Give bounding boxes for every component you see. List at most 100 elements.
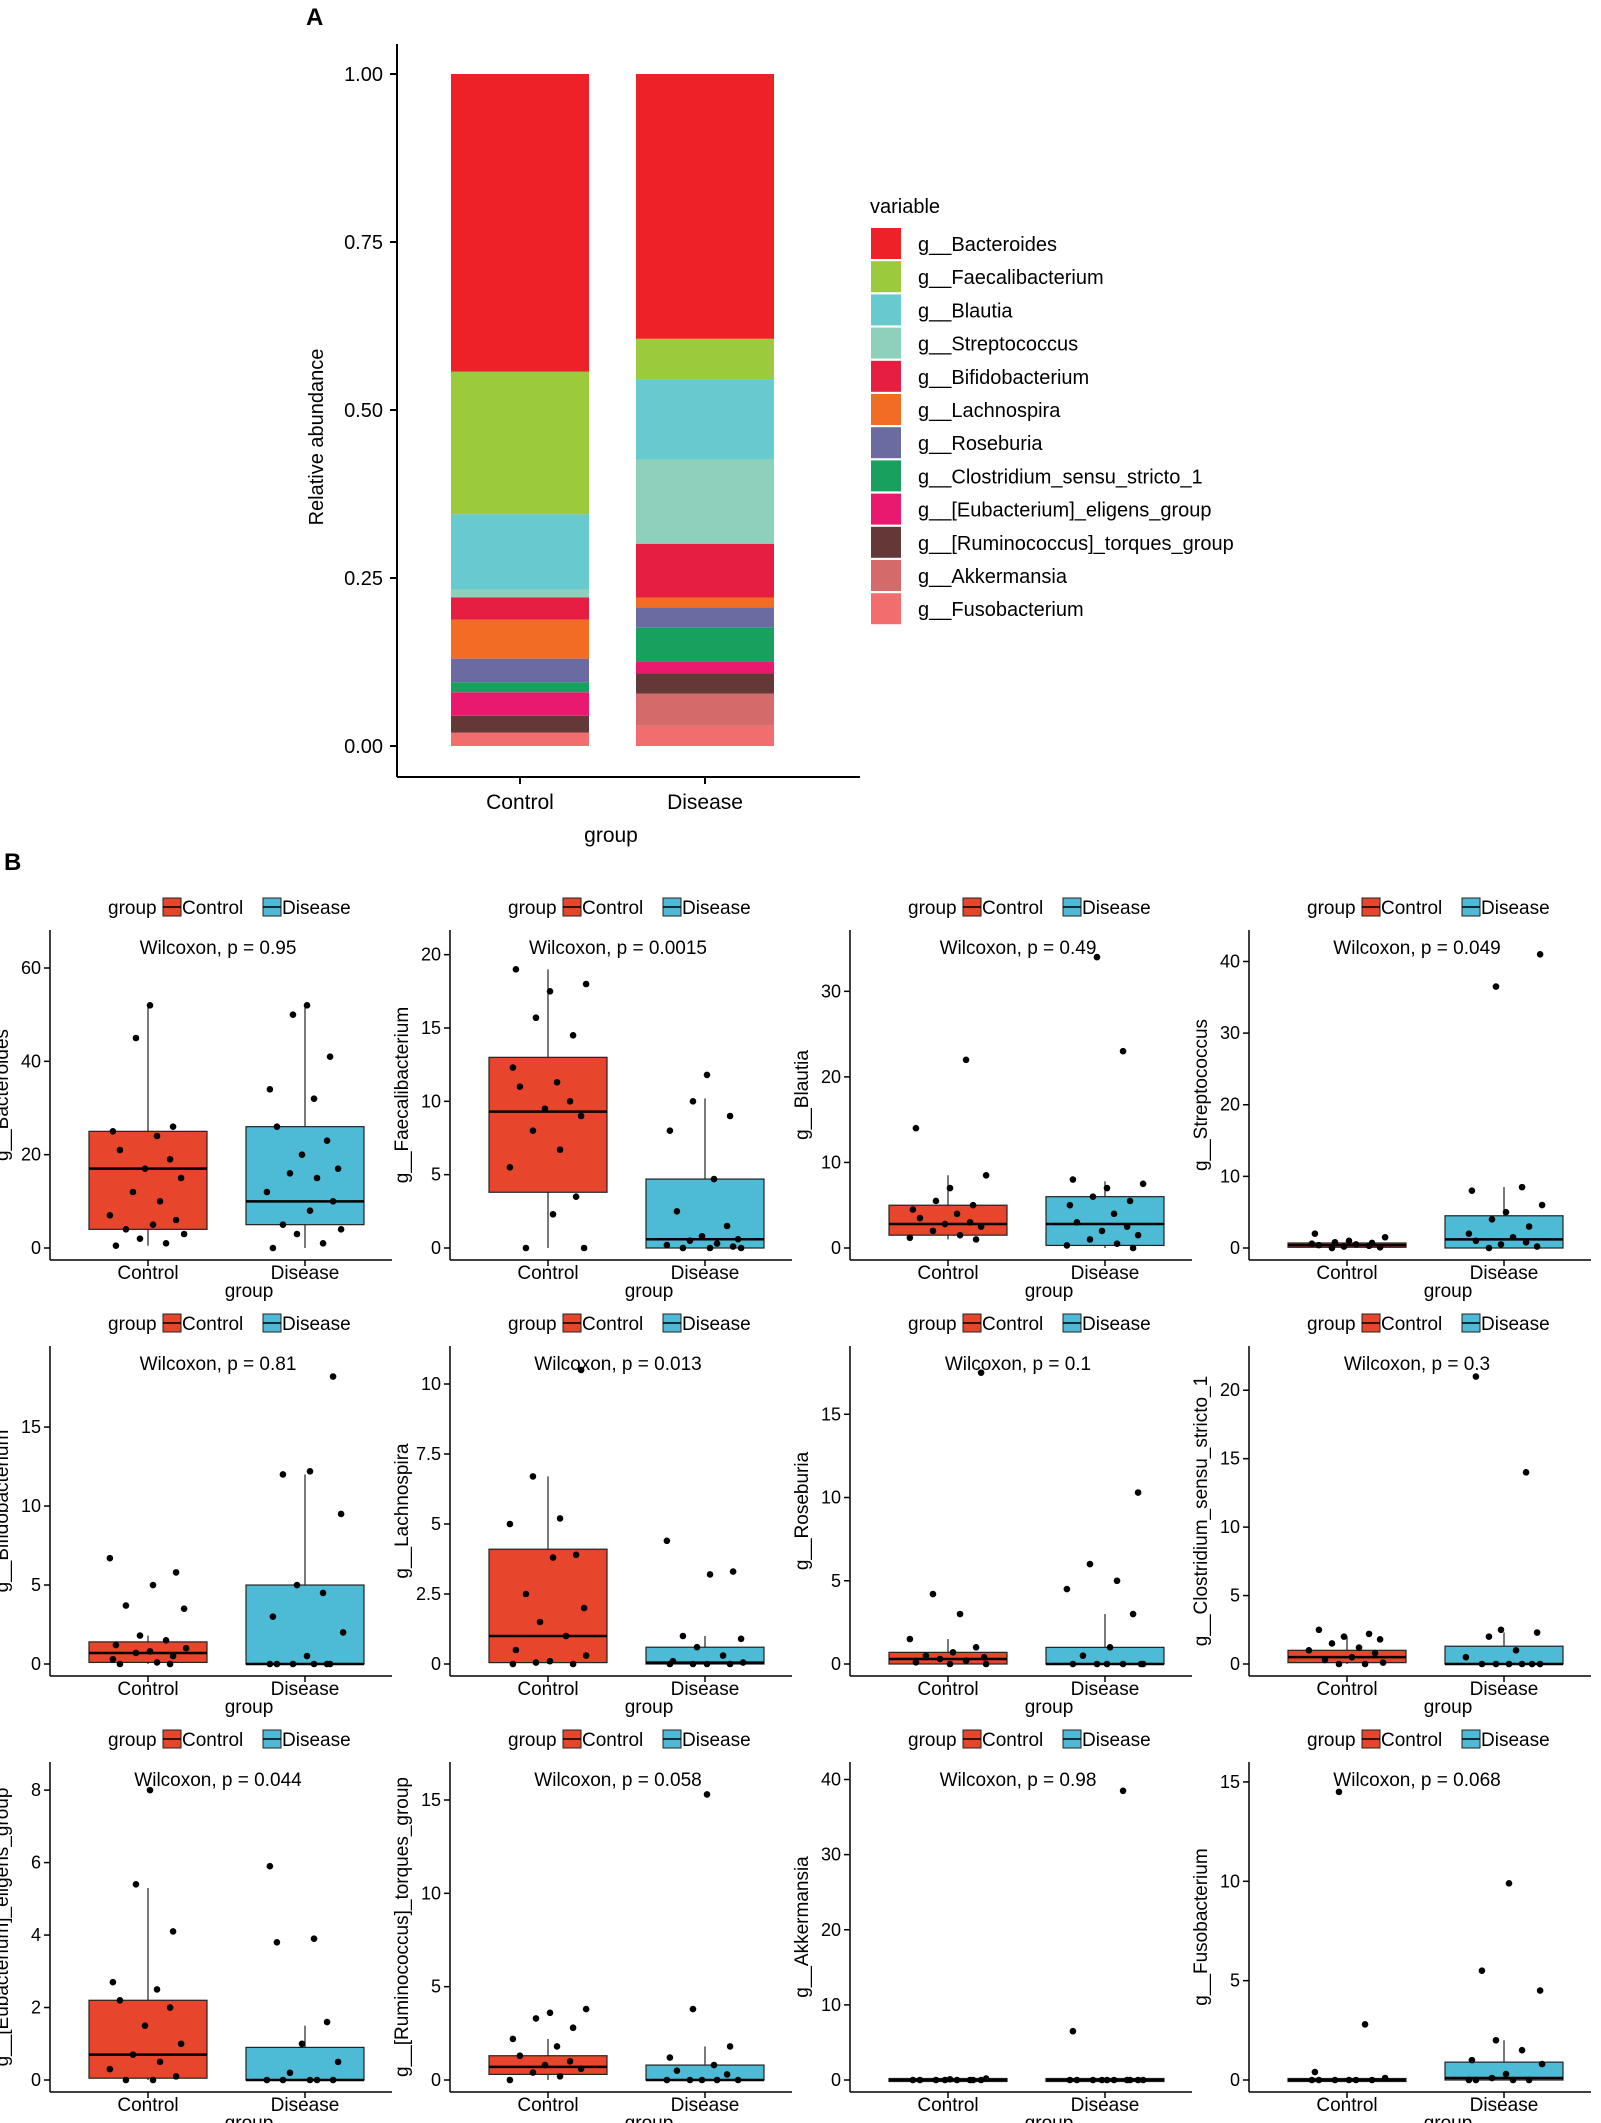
x-tick-label: Control: [517, 1263, 578, 1284]
y-tick-label: 2.5: [416, 1584, 441, 1604]
data-point: [1497, 1241, 1505, 1248]
y-axis-title: g__Fusobacterium: [1191, 1848, 1212, 2005]
x-axis-title: group: [625, 1281, 674, 1302]
data-point: [949, 1649, 957, 1656]
data-point: [706, 1571, 714, 1578]
data-point: [516, 2052, 524, 2060]
data-point: [729, 1568, 737, 1575]
y-tick-label: 15: [21, 1417, 41, 1437]
data-point: [1328, 1640, 1336, 1647]
data-point: [549, 1210, 557, 1218]
data-point: [1518, 1660, 1526, 1668]
y-tick-label: 10: [421, 1374, 441, 1394]
data-point: [734, 1235, 742, 1243]
data-point: [679, 1244, 687, 1252]
x-axis-title: group: [1025, 2113, 1074, 2123]
data-point: [146, 1002, 154, 1009]
legend-swatch: [871, 560, 901, 591]
data-point: [1492, 1660, 1500, 1668]
data-point: [577, 1366, 585, 1374]
stacked-bar-chart: 0.00 0.25 0.50 0.75 1.00 Control Disease group R…: [306, 44, 1234, 847]
data-point: [580, 1604, 588, 1612]
legend-title: group: [508, 1730, 557, 1751]
x-tick-label: Disease: [667, 791, 743, 814]
data-point: [686, 1237, 694, 1244]
y-tick-label: 10: [421, 1883, 441, 1903]
y-tick-label: 10: [421, 1091, 441, 1111]
data-point: [946, 2075, 954, 2083]
data-point: [1331, 2076, 1339, 2084]
stat-test-label: Wilcoxon, p = 0.049: [1333, 938, 1500, 959]
boxplot-grid: group Control Disease0204060g__Bacteroides…: [0, 897, 1591, 2123]
x-axis-title: group: [1424, 1697, 1473, 1718]
data-point: [263, 1188, 271, 1196]
data-point: [577, 2065, 585, 2073]
data-point: [916, 2076, 924, 2084]
legend-label-control: Control: [982, 1314, 1043, 1335]
data-point: [1352, 1241, 1360, 1248]
data-point: [1089, 2076, 1097, 2084]
legend-label-control: Control: [182, 1314, 243, 1335]
legend-swatch: [871, 593, 901, 625]
data-point: [166, 1156, 174, 1163]
y-tick-label: 0.25: [344, 568, 383, 590]
y-axis-title: g__Akkermansia: [792, 1856, 813, 1998]
data-point: [941, 2076, 949, 2084]
data-point: [263, 2076, 271, 2084]
data-point: [162, 1240, 170, 1247]
y-tick-label: 0.75: [344, 232, 383, 254]
bar-segment: [451, 619, 589, 659]
data-point: [1502, 2070, 1510, 2078]
bar-segment: [451, 514, 589, 590]
x-tick-label: Disease: [271, 1263, 340, 1284]
data-point: [506, 1164, 514, 1171]
y-axis-title: g__Faecalibacterium: [392, 1007, 413, 1183]
data-point: [310, 1660, 318, 1668]
data-point: [929, 1227, 937, 1235]
legend-title: group: [908, 1314, 957, 1335]
data-point: [1308, 2076, 1316, 2084]
box-disease: [1045, 1196, 1165, 1247]
data-point: [1502, 1208, 1510, 1216]
data-point: [1328, 1244, 1336, 1252]
data-point: [509, 1064, 517, 1071]
legend-title: group: [1307, 898, 1356, 919]
data-point: [1066, 1201, 1074, 1209]
data-point: [946, 1660, 954, 1668]
data-point: [1069, 1660, 1077, 1668]
legend-label: g__Faecalibacterium: [918, 267, 1104, 289]
data-point: [1106, 1644, 1114, 1651]
bar-segment: [636, 543, 774, 598]
data-point: [1468, 2056, 1476, 2064]
data-point: [529, 1127, 537, 1134]
legend-label: g__Lachnospira: [918, 400, 1061, 422]
data-point: [303, 1652, 311, 1660]
bar-segment: [451, 715, 589, 733]
box-disease: [645, 1178, 765, 1249]
data-point: [1098, 1227, 1106, 1235]
data-point: [512, 1646, 520, 1654]
data-point: [1119, 1660, 1127, 1668]
y-tick-label: 0: [1230, 1654, 1240, 1674]
y-tick-label: 4: [31, 1925, 41, 1945]
stat-test-label: Wilcoxon, p = 0.058: [534, 1770, 701, 1791]
data-point: [1509, 1233, 1517, 1241]
data-point: [710, 1175, 718, 1183]
box-disease: [1444, 1215, 1564, 1249]
y-tick-label: 0: [1230, 2070, 1240, 2090]
data-point: [266, 1660, 274, 1668]
y-tick-label: 0: [831, 2070, 841, 2090]
data-point: [326, 1660, 334, 1668]
data-point: [509, 1660, 517, 1668]
x-tick-label: Control: [917, 1679, 978, 1700]
data-point: [266, 1086, 274, 1093]
y-tick-label: 40: [821, 1770, 841, 1790]
data-point: [698, 2076, 706, 2084]
y-tick-label: 20: [421, 945, 441, 965]
data-point: [323, 2018, 331, 2026]
y-axis-title: g__Clostridium_sensu_stricto_1: [1191, 1376, 1212, 1646]
data-point: [562, 1632, 570, 1640]
x-tick-label: Disease: [1071, 1263, 1140, 1284]
data-point: [726, 1660, 734, 1668]
data-point: [1086, 1560, 1094, 1568]
